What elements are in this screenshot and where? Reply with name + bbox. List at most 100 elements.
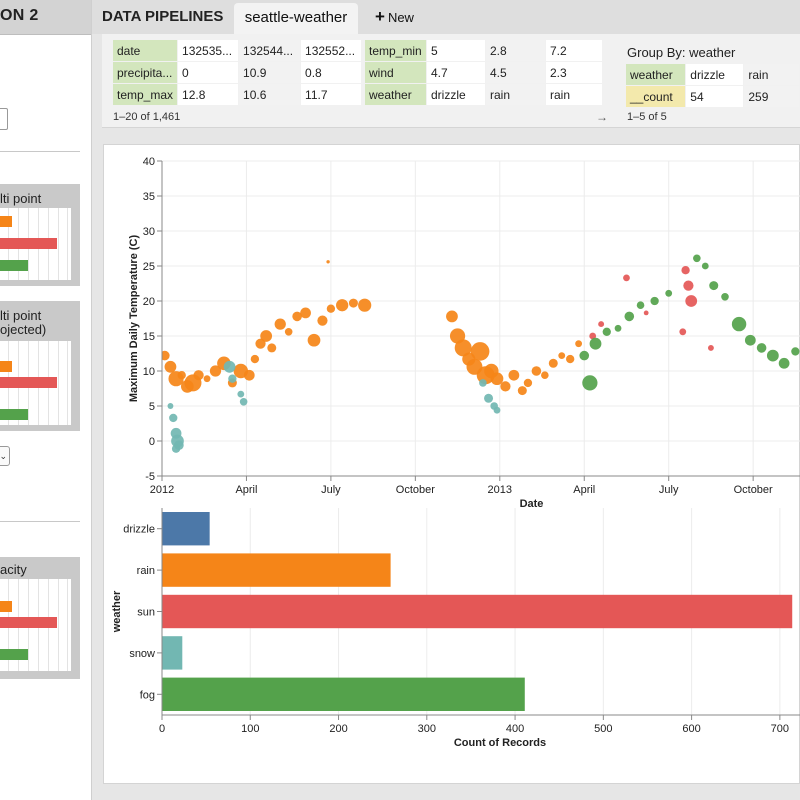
scatter-point-rain [177, 371, 186, 380]
mini-bar [0, 409, 28, 420]
y-tick-label: 30 [143, 226, 155, 238]
scatter-point-rain [274, 318, 286, 330]
bar-x-tick-label: 400 [506, 723, 524, 735]
column-key[interactable]: precipita... [113, 62, 178, 83]
pipelines-label: DATA PIPELINES [102, 8, 224, 25]
scatter-point-snow [484, 393, 494, 403]
bar-x-tick-label: 300 [418, 723, 436, 735]
pipelines-tabbar: DATA PIPELINES seattle-weather + New [92, 0, 800, 34]
y-tick-label: 0 [149, 436, 155, 448]
scatter-point-fog [778, 357, 790, 369]
scatter-point-rain [566, 354, 575, 364]
row-count: 1–20 of 1,461 [113, 111, 181, 123]
scatter-point-rain [548, 358, 558, 368]
scatter-point-sun [598, 321, 605, 328]
table-cell: 2.8 [486, 40, 545, 61]
x-tick-label: July [321, 484, 341, 496]
scatter-point-rain [541, 371, 549, 380]
new-tab-button[interactable]: + New [375, 7, 414, 27]
scatter-point-fog [766, 349, 779, 362]
table-cell: 259 [744, 86, 799, 107]
scatter-point-sun [681, 266, 690, 275]
table-cell: rain [744, 64, 799, 85]
scatter-grid [161, 160, 800, 477]
scatter-point-rain [500, 381, 511, 392]
scatter-point-rain [490, 372, 504, 386]
chevron-down-icon: ⌄ [0, 451, 7, 461]
table-cell: 4.7 [427, 62, 485, 83]
column-key[interactable]: wind [365, 62, 426, 83]
table-cell: rain [546, 84, 602, 105]
y-tick-label: 10 [143, 366, 155, 378]
mini-bar [0, 361, 12, 372]
y-tick-label: 15 [143, 331, 155, 343]
y-tick-label: -5 [145, 471, 155, 483]
table-cell: 132552... [301, 40, 362, 61]
bar-category-label: drizzle [123, 524, 155, 536]
scatter-point-rain [523, 378, 533, 388]
scatter-point-fog [756, 343, 767, 353]
bar-category-label: fog [140, 689, 155, 701]
column-key[interactable]: weather [365, 84, 426, 105]
bar-x-tick-label: 700 [771, 723, 789, 735]
scatter-point-fog [701, 262, 709, 270]
bar-category-label: sun [137, 607, 155, 619]
scatter-point-sun [683, 280, 694, 291]
scatter-point-snow [479, 379, 487, 387]
left-panel: ON 2 lti point lti point ojected) [0, 0, 92, 800]
scatter-point-sun [685, 295, 698, 307]
mini-bar [0, 216, 12, 227]
bar-category-label: snow [129, 648, 155, 660]
groupby-count: 1–5 of 5 [627, 111, 667, 123]
scatter-point-sun [589, 332, 597, 340]
mini-bar [0, 649, 28, 660]
card-title: lti point [0, 191, 42, 206]
scatter-point-rain [209, 365, 222, 377]
column-key[interactable]: temp_min [365, 40, 426, 61]
divider [0, 151, 80, 152]
column-key[interactable]: date [113, 40, 178, 61]
table-cell: drizzle [686, 64, 744, 85]
scatter-point-fog [693, 254, 701, 263]
scatter-point-fog [709, 281, 719, 291]
x-tick-label: July [659, 484, 679, 496]
table-row: precipita... 0 10.9 0.8 [113, 62, 362, 83]
left-panel-header: ON 2 [0, 0, 91, 35]
card-title: lti point [0, 308, 42, 323]
tab-seattle-weather[interactable]: seattle-weather [234, 3, 358, 34]
left-card-1[interactable]: lti point [0, 184, 80, 286]
scatter-point-snow [239, 397, 248, 406]
mini-chart-2 [0, 341, 71, 425]
left-input[interactable] [0, 108, 8, 130]
scatter-point-rain [470, 342, 490, 361]
bar-y-axis-title: weather [111, 590, 123, 633]
scatter-point-fog [665, 289, 673, 297]
table-row: temp_max 12.8 10.6 11.7 [113, 84, 362, 105]
left-select[interactable]: ⌄ [0, 446, 10, 466]
table-cell: rain [486, 84, 545, 105]
arrow-right-icon[interactable]: → [596, 110, 608, 124]
column-key[interactable]: temp_max [113, 84, 178, 105]
table-row: weather drizzle rain [626, 64, 799, 85]
column-key[interactable]: __count [626, 86, 686, 107]
mini-chart-3 [0, 579, 71, 671]
table-cell: 132535... [178, 40, 239, 61]
scatter-point-rain [348, 298, 358, 308]
mini-bar [0, 601, 12, 612]
mini-bar [0, 260, 28, 271]
scatter-point-fog [602, 327, 611, 336]
scatter-point-snow [228, 374, 237, 383]
scatter-point-fog [791, 347, 800, 356]
divider [0, 521, 80, 522]
table-row: weather drizzle rain rain [365, 84, 602, 105]
mini-chart-1 [0, 208, 71, 280]
scatter-point-rain [558, 352, 566, 359]
x-tick-label: October [396, 484, 435, 496]
left-card-3[interactable]: acity [0, 557, 80, 679]
scatter-point-fog [589, 337, 602, 350]
column-key[interactable]: weather [626, 64, 686, 85]
mini-bar [0, 617, 57, 628]
scatter-point-rain [292, 311, 302, 322]
left-card-2[interactable]: lti point ojected) [0, 301, 80, 431]
